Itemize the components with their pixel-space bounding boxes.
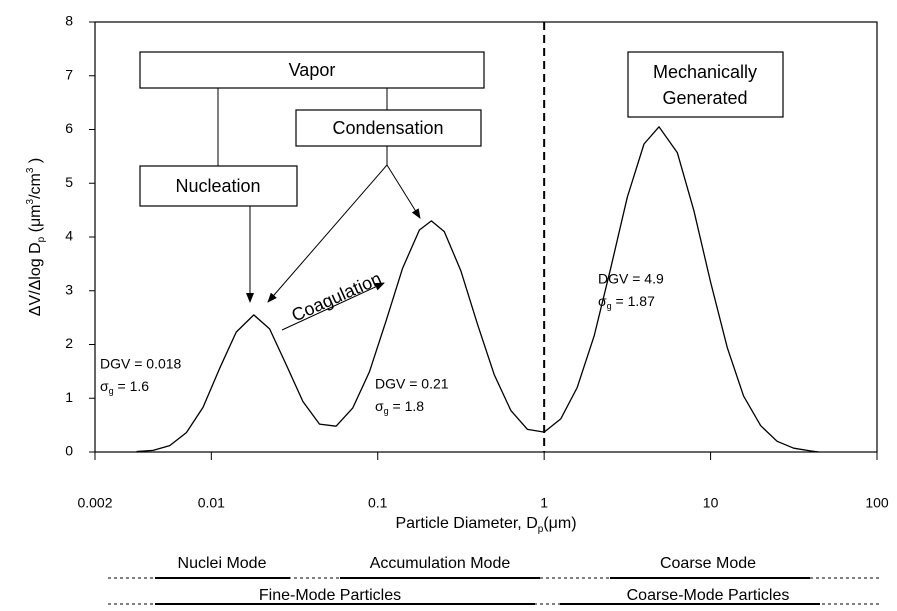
label-part: p [36, 236, 47, 242]
mode-label: Nuclei Mode [178, 555, 267, 572]
box-label: Mechanically [653, 62, 757, 82]
box-label: Generated [662, 88, 747, 108]
label-part: ΔV/Δlog D [27, 242, 44, 316]
box-label: Condensation [332, 118, 443, 138]
arrow [386, 164, 421, 219]
mode-bands: Nuclei Mode Accumulation Mode Coarse Mod… [108, 555, 880, 605]
label-part: 3 [25, 167, 36, 173]
sigma-symbol: σ [375, 398, 384, 414]
nucleation-box [139, 165, 298, 207]
dgv-label: DGV = 0.21 [375, 376, 449, 392]
y-axis-label: ΔV/Δlog Dp (μm3/cm3 ) [25, 158, 47, 316]
y-tick-label: 2 [65, 335, 73, 351]
sigma-subscript: g [384, 406, 389, 416]
sigma-label: σg = 1.6 [100, 378, 149, 397]
x-tick-label: 10 [703, 495, 719, 511]
dgv-label: DGV = 0.018 [100, 356, 182, 372]
label-part: 3 [25, 198, 36, 204]
label-part: /cm [27, 173, 44, 199]
sigma-subscript: g [109, 386, 114, 396]
particles-label: Fine-Mode Particles [259, 587, 401, 604]
mode-label: Accumulation Mode [370, 555, 511, 572]
y-tick-label: 0 [65, 443, 73, 459]
label-part: (μm) [543, 515, 576, 532]
box-label: Vapor [289, 60, 336, 80]
sigma-value: = 1.8 [389, 398, 425, 414]
label-part: p [538, 524, 544, 535]
sigma-subscript: g [607, 301, 612, 311]
mode-label: Coarse Mode [660, 555, 756, 572]
condensation-box [295, 109, 482, 147]
x-axis-label: Particle Diameter, Dp(μm) [395, 515, 576, 535]
y-tick-label: 3 [65, 281, 73, 297]
y-tick-label: 5 [65, 174, 73, 190]
y-tick-label: 8 [65, 13, 73, 29]
label-part: Particle Diameter, D [395, 515, 537, 532]
sigma-label: σg = 1.87 [598, 293, 655, 312]
x-tick-label: 0.01 [198, 495, 225, 511]
mechanical-box [627, 51, 784, 118]
coagulation-label: Coagulation [289, 268, 385, 325]
box-label: Nucleation [175, 176, 260, 196]
dgv-label: DGV = 4.9 [598, 271, 664, 287]
x-tick-label: 1 [540, 495, 548, 511]
annotations: Vapor Condensation Nucleation Mechanical… [139, 51, 784, 331]
arrow [267, 164, 388, 303]
y-tick-label: 7 [65, 66, 73, 82]
sigma-symbol: σ [100, 378, 109, 394]
sigma-label: σg = 1.8 [375, 398, 424, 417]
y-tick-label: 6 [65, 120, 73, 136]
label-part: (μm [27, 204, 44, 236]
x-tick-label: 100 [865, 495, 889, 511]
sigma-value: = 1.6 [114, 378, 150, 394]
sigma-value: = 1.87 [612, 293, 655, 309]
vapor-box [139, 51, 485, 89]
x-tick-label: 0.1 [368, 495, 388, 511]
particles-label: Coarse-Mode Particles [627, 587, 790, 604]
y-tick-label: 1 [65, 389, 73, 405]
size-distribution-curve [136, 126, 819, 453]
label-part: ) [27, 158, 44, 168]
y-tick-label: 4 [65, 228, 73, 244]
arrow [281, 282, 385, 331]
x-tick-label: 0.002 [77, 495, 112, 511]
